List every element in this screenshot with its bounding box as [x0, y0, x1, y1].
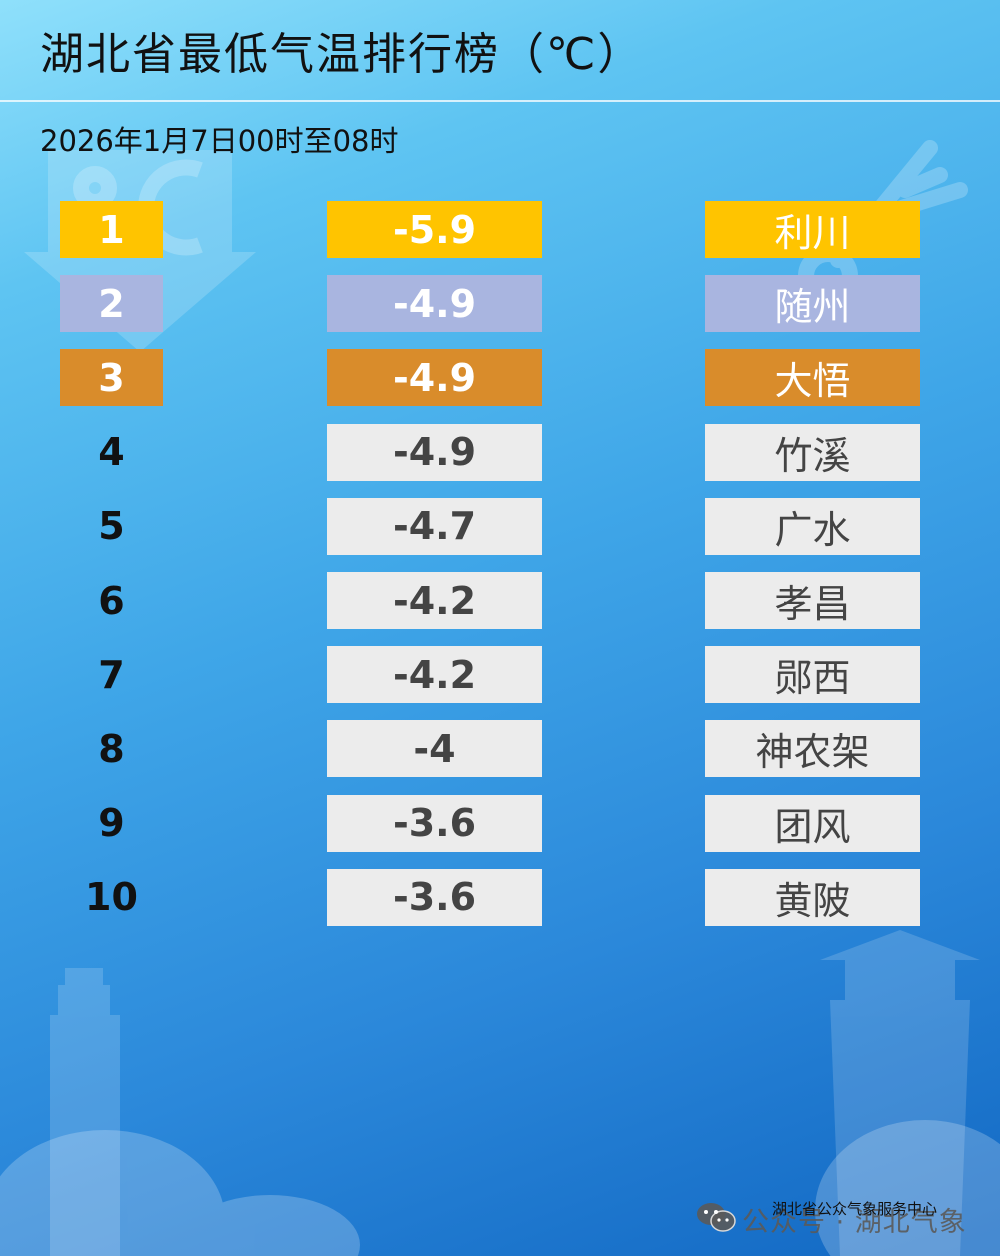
- temperature-cell: -5.9: [327, 201, 542, 258]
- page-title: 湖北省最低气温排行榜（℃）: [40, 29, 644, 80]
- table-row: 10 -3.6 黄陂: [0, 868, 1000, 926]
- temperature-cell: -4.9: [327, 275, 542, 333]
- rank-cell: 1: [60, 201, 163, 258]
- rank-cell: 4: [98, 430, 125, 475]
- temperature-cell: -4.9: [327, 423, 542, 481]
- temperature-cell: -4.2: [327, 646, 542, 704]
- station-cell: 大悟: [705, 349, 920, 407]
- temperature-cell: -4: [327, 720, 542, 778]
- station-cell: 黄陂: [705, 868, 920, 926]
- temperature-cell: -4.9: [327, 349, 542, 407]
- watermark: 公众号 · 湖北气象: [742, 1207, 967, 1238]
- table-row: 2 -4.9 随州: [0, 275, 1000, 333]
- table-row: 1 -5.9 利川: [0, 201, 1000, 258]
- station-cell: 随州: [705, 275, 920, 333]
- rank-cell: 2: [60, 275, 163, 333]
- station-cell: 神农架: [705, 720, 920, 778]
- rank-cell: 6: [98, 578, 125, 623]
- table-row: 5 -4.7 广水: [0, 497, 1000, 555]
- table-row: 4 -4.9 竹溪: [0, 423, 1000, 481]
- station-cell: 郧西: [705, 646, 920, 704]
- rank-cell: 9: [98, 801, 125, 846]
- station-cell: 利川: [705, 201, 920, 258]
- table-row: 3 -4.9 大悟: [0, 349, 1000, 407]
- rank-cell: 10: [85, 875, 138, 920]
- station-cell: 竹溪: [705, 423, 920, 481]
- table-row: 7 -4.2 郧西: [0, 646, 1000, 704]
- rank-cell: 7: [98, 652, 125, 697]
- table-row: 8 -4 神农架: [0, 720, 1000, 778]
- station-cell: 广水: [705, 497, 920, 555]
- temperature-cell: -4.7: [327, 497, 542, 555]
- rank-cell: 3: [60, 349, 163, 407]
- station-cell: 团风: [705, 794, 920, 852]
- rank-cell: 5: [98, 504, 125, 549]
- table-row: 9 -3.6 团风: [0, 794, 1000, 852]
- organization-name: 湖北省公众气象服务中心: [772, 1200, 938, 1218]
- temperature-cell: -3.6: [327, 868, 542, 926]
- title-divider: [0, 100, 1000, 102]
- temperature-cell: -4.2: [327, 572, 542, 629]
- table-row: 6 -4.2 孝昌: [0, 572, 1000, 629]
- station-cell: 孝昌: [705, 572, 920, 629]
- rank-cell: 8: [98, 726, 125, 771]
- temperature-cell: -3.6: [327, 794, 542, 852]
- time-range: 2026年1月7日00时至08时: [40, 124, 399, 158]
- wechat-icon: [697, 1203, 736, 1232]
